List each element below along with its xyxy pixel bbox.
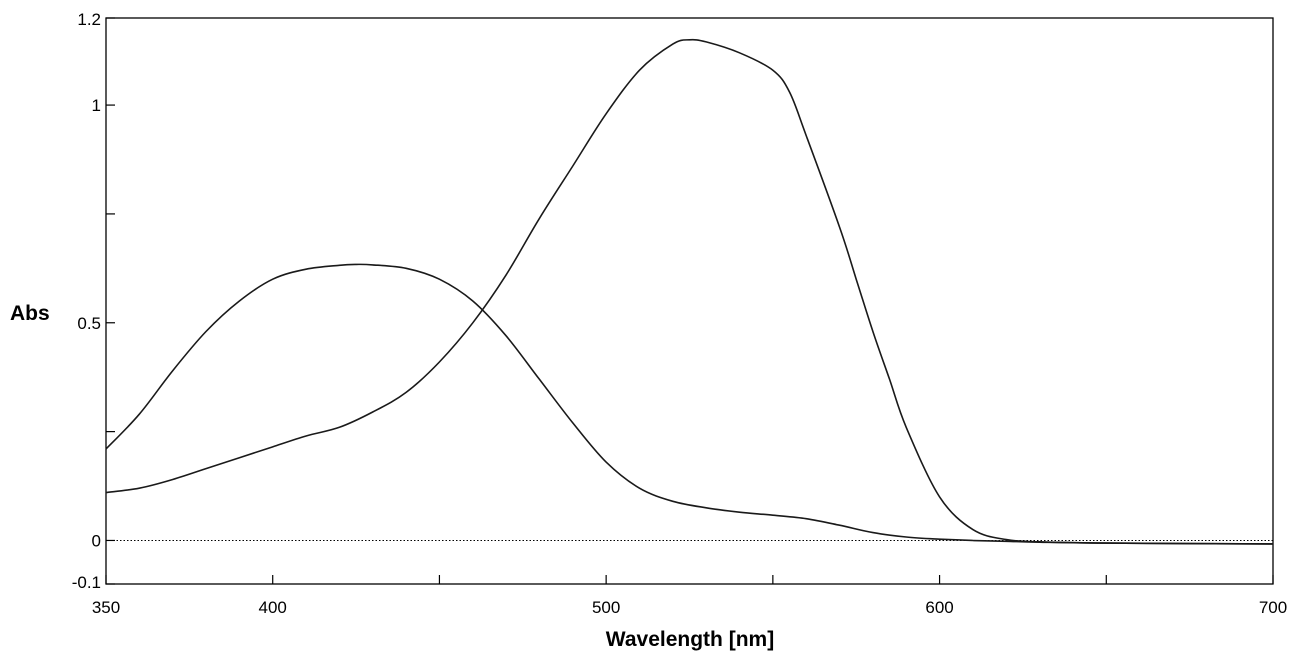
- y-tick-label: 0: [92, 531, 101, 550]
- y-axis-title: Abs: [10, 302, 50, 325]
- series-layer: [105, 38, 1274, 545]
- y-tick-label: 0.5: [77, 314, 101, 333]
- x-tick-label: 400: [259, 598, 287, 617]
- x-tick-label: 600: [925, 598, 953, 617]
- series-line-1: [105, 263, 1274, 545]
- x-tick-label: 500: [592, 598, 620, 617]
- series-line-2: [105, 38, 1274, 545]
- y-tick-label: 1: [92, 96, 101, 115]
- x-axis-title: Wavelength [nm]: [606, 628, 774, 651]
- y-tick-label: -0.1: [72, 573, 101, 592]
- labels-layer: 350 400 500 600 700 -0.1 0 0.5 1 1.2: [72, 10, 1287, 617]
- y-tick-label: 1.2: [77, 10, 101, 29]
- ticks-layer: [105, 17, 1274, 585]
- x-tick-label: 350: [92, 598, 120, 617]
- x-tick-label: 700: [1259, 598, 1287, 617]
- plot-frame: [105, 17, 1274, 585]
